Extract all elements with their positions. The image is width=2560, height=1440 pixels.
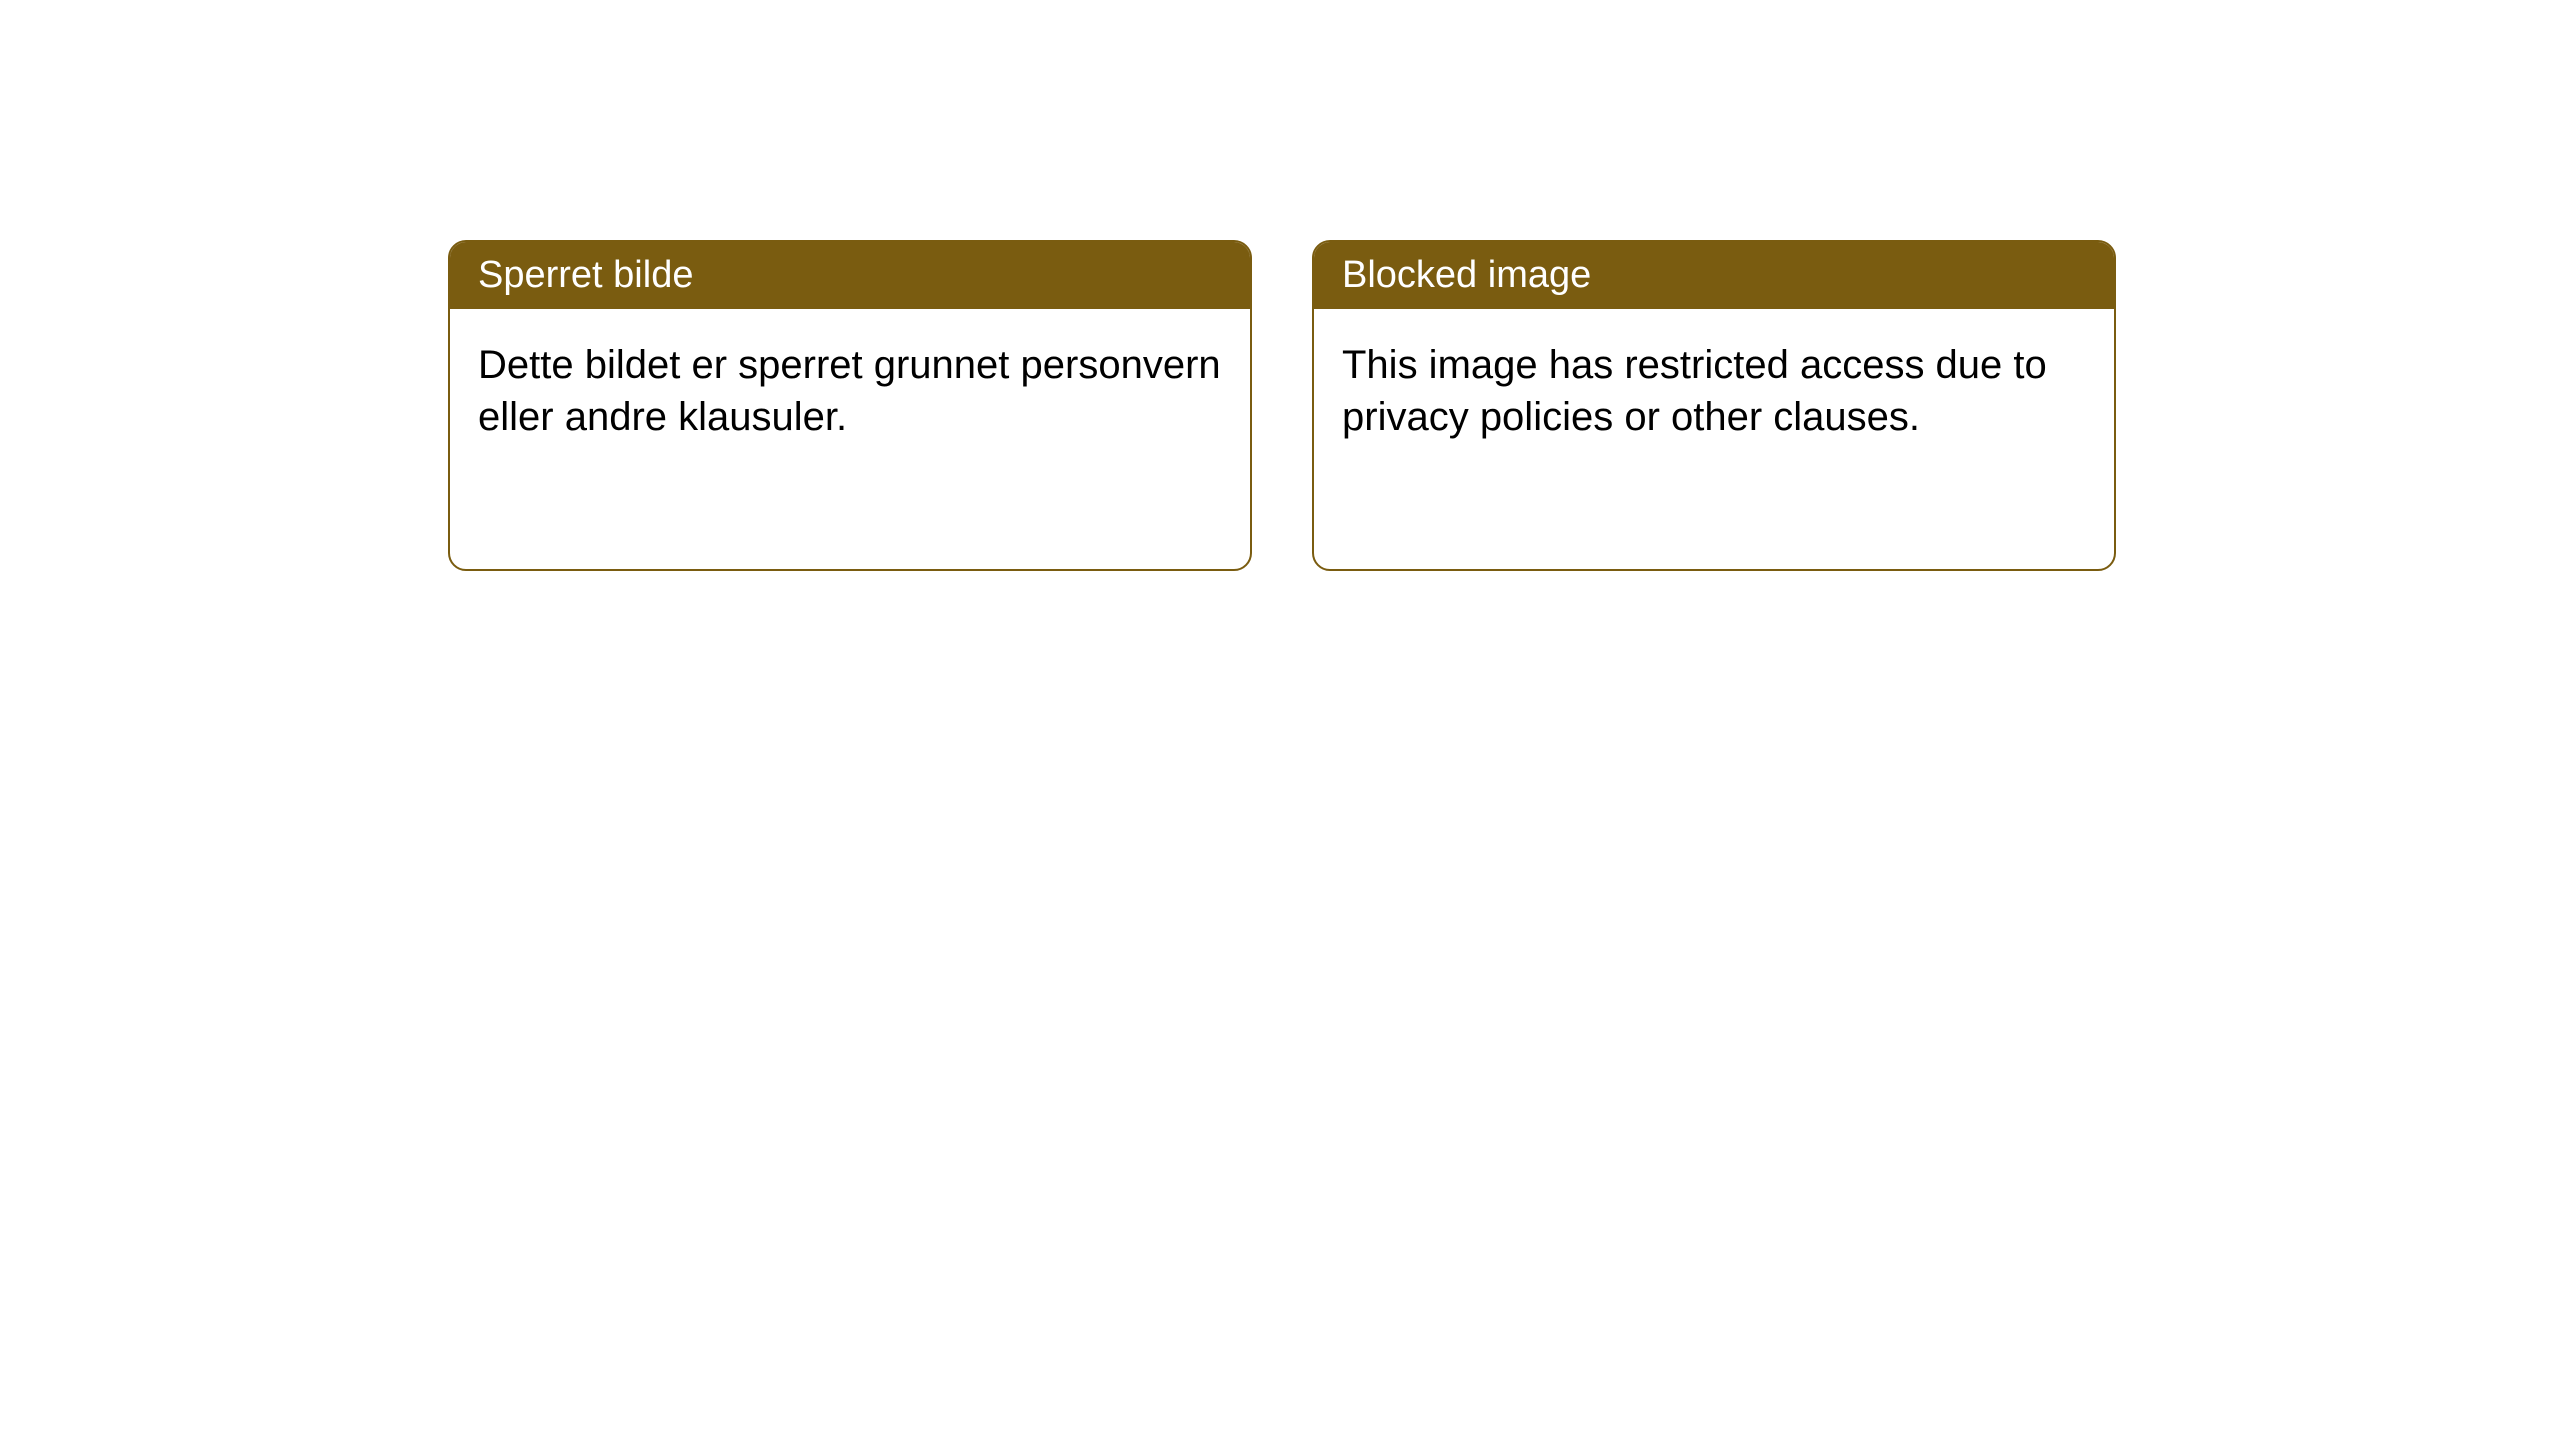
card-title-norwegian: Sperret bilde	[478, 254, 693, 296]
card-body-english: This image has restricted access due to …	[1314, 309, 2114, 569]
card-title-english: Blocked image	[1342, 254, 1591, 296]
card-english: Blocked image This image has restricted …	[1312, 240, 2116, 571]
blocked-image-cards: Sperret bilde Dette bildet er sperret gr…	[448, 240, 2116, 571]
card-norwegian: Sperret bilde Dette bildet er sperret gr…	[448, 240, 1252, 571]
card-body-norwegian: Dette bildet er sperret grunnet personve…	[450, 309, 1250, 569]
card-header-norwegian: Sperret bilde	[450, 242, 1250, 309]
card-header-english: Blocked image	[1314, 242, 2114, 309]
card-message-english: This image has restricted access due to …	[1342, 339, 2086, 443]
card-message-norwegian: Dette bildet er sperret grunnet personve…	[478, 339, 1222, 443]
